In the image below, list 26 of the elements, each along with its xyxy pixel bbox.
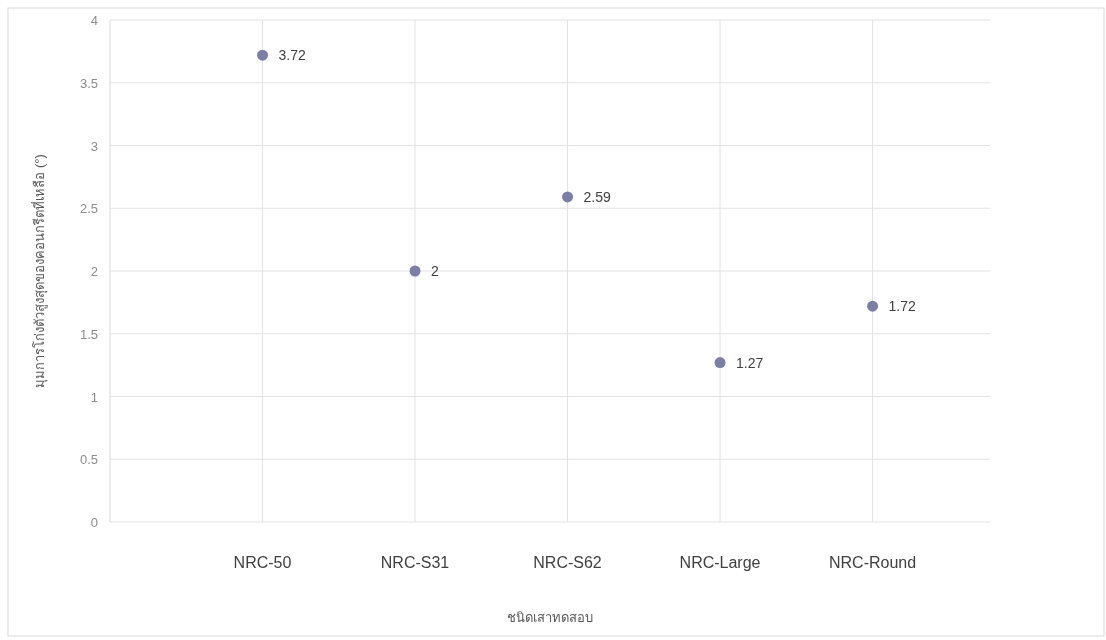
- x-tick-label: NRC-Round: [828, 554, 917, 571]
- point: [714, 357, 726, 369]
- point: [867, 300, 879, 312]
- x-tick-label: NRC-50: [233, 554, 292, 571]
- point: [257, 49, 269, 61]
- y-tick-label: 3: [90, 138, 98, 154]
- data-label: 2: [431, 263, 440, 279]
- y-tick-label: 3.5: [79, 75, 98, 91]
- data-label: 1.27: [736, 354, 764, 371]
- x-axis-title: ชนิดเสาทดสอบ: [507, 610, 593, 625]
- y-tick-label: 4: [90, 13, 98, 28]
- y-tick-label: 1.5: [79, 326, 98, 342]
- y-tick-label: 2.5: [79, 201, 98, 217]
- data-label: 3.72: [278, 47, 306, 64]
- point: [409, 265, 421, 277]
- point: [562, 191, 574, 203]
- y-tick-label: 0.5: [79, 452, 98, 468]
- x-tick-label: NRC-S31: [380, 554, 450, 571]
- y-tick-label: 1: [90, 389, 98, 405]
- y-tick-label: 0: [90, 515, 98, 530]
- y-tick-label: 2: [90, 264, 98, 279]
- y-axis-title: มุมการโก่งตัวสูงสุดของคอนกรีตที่เหลือ (°): [31, 154, 48, 388]
- x-tick-label: NRC-Large: [679, 554, 761, 571]
- data-label: 2.59: [583, 188, 611, 205]
- data-label: 1.72: [888, 298, 917, 315]
- x-tick-label: NRC-S62: [533, 554, 602, 571]
